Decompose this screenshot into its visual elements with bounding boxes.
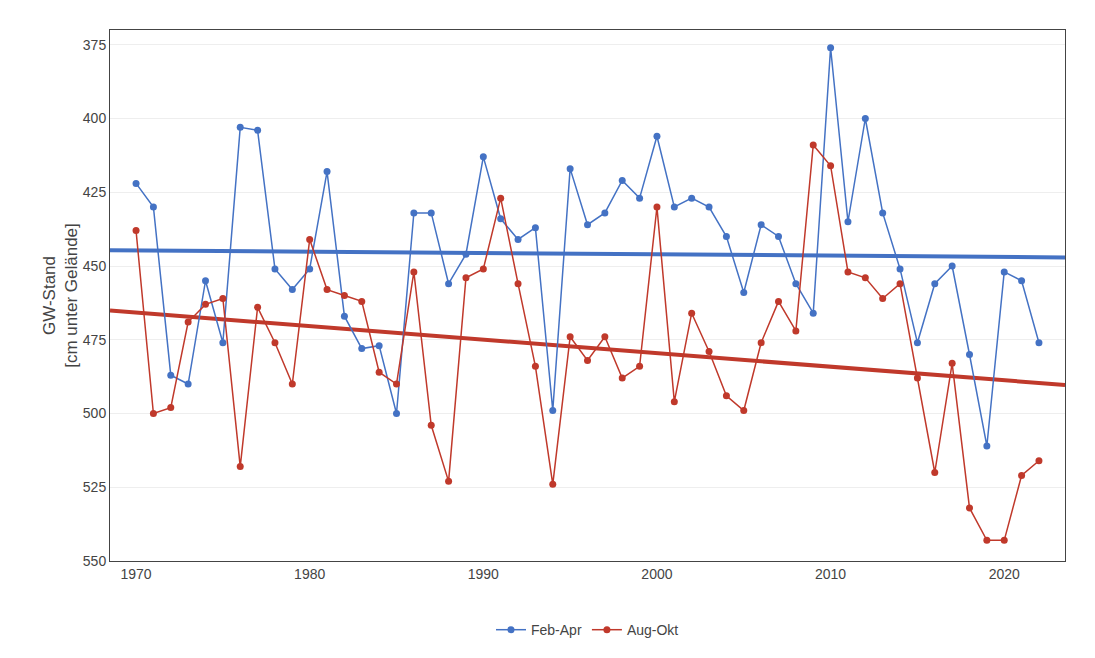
- svg-text:GW-Stand[cm unter Gelände]: GW-Stand[cm unter Gelände]: [40, 223, 81, 368]
- svg-text:Feb-Apr: Feb-Apr: [531, 622, 582, 638]
- svg-text:375: 375: [83, 37, 107, 53]
- svg-text:2020: 2020: [989, 566, 1020, 582]
- svg-text:1980: 1980: [294, 566, 325, 582]
- svg-text:1970: 1970: [120, 566, 151, 582]
- svg-text:2000: 2000: [641, 566, 672, 582]
- svg-text:525: 525: [83, 479, 107, 495]
- svg-text:400: 400: [83, 110, 107, 126]
- svg-text:450: 450: [83, 258, 107, 274]
- svg-text:2010: 2010: [815, 566, 846, 582]
- svg-text:500: 500: [83, 405, 107, 421]
- svg-text:Aug-Okt: Aug-Okt: [627, 622, 678, 638]
- svg-text:425: 425: [83, 184, 107, 200]
- svg-text:550: 550: [83, 553, 107, 569]
- svg-text:1990: 1990: [468, 566, 499, 582]
- svg-text:475: 475: [83, 332, 107, 348]
